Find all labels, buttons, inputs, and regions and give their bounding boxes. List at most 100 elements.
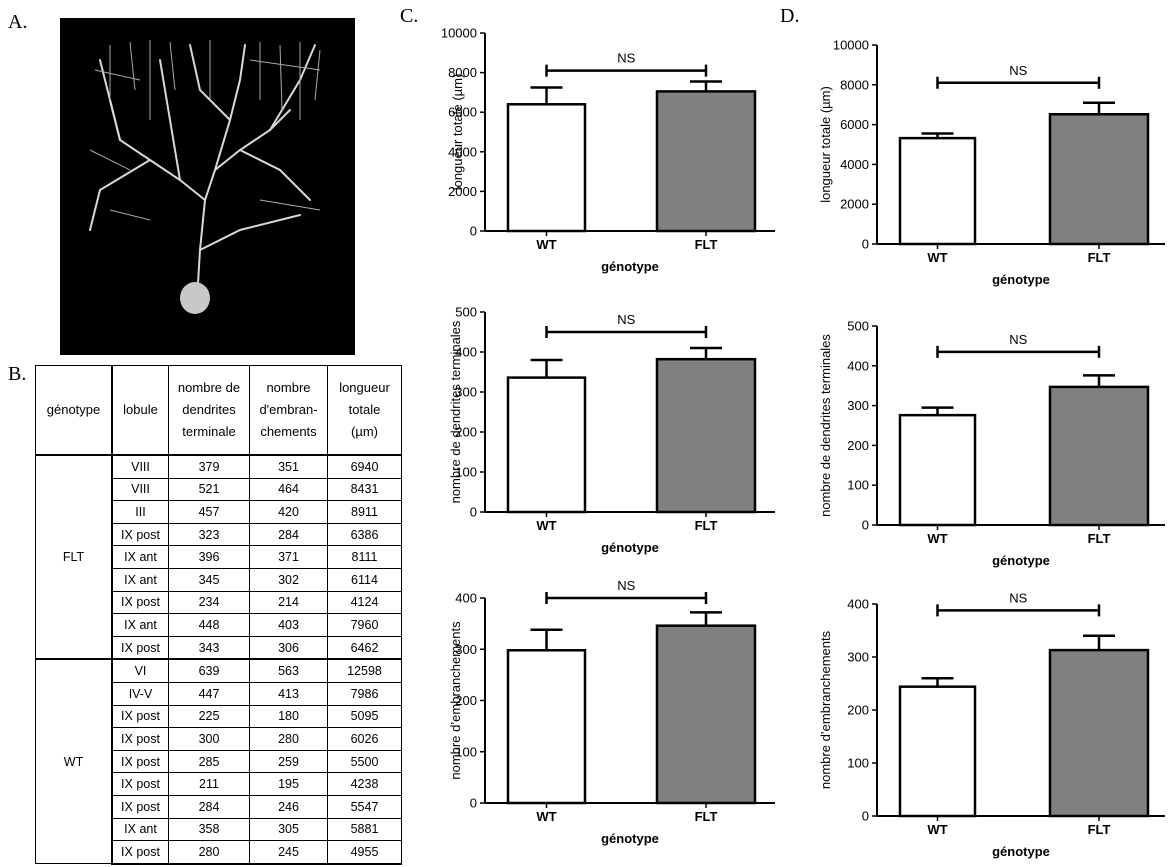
y-tick-label: 8000 xyxy=(840,77,869,92)
neuron-image xyxy=(60,18,355,355)
table-cell: IX post xyxy=(111,840,169,865)
table-cell: IX ant xyxy=(111,817,169,842)
panel-label: B. xyxy=(8,363,26,385)
y-tick-label: 200 xyxy=(455,693,477,708)
y-tick-label: 4000 xyxy=(840,157,869,172)
y-tick-label: 10000 xyxy=(441,26,477,41)
table-cell: 6940 xyxy=(327,453,402,479)
y-axis-label: nombre d’embranchements xyxy=(448,621,463,780)
y-tick-label: 8000 xyxy=(448,65,477,80)
bar-chart: 0 2000 4000 6000 8000 10000 longueur totale (µ… xyxy=(441,26,775,274)
table-cell: 214 xyxy=(249,590,328,615)
x-axis-label: génotype xyxy=(601,259,659,274)
significance-bracket xyxy=(545,64,708,77)
table-cell: 8911 xyxy=(327,500,402,524)
table-cell: 420 xyxy=(249,500,328,524)
x-tick-label: FLT xyxy=(1088,531,1111,546)
table-cell: 448 xyxy=(168,613,250,637)
table-cell: 6386 xyxy=(327,522,402,547)
table-cell: 195 xyxy=(249,772,328,796)
y-tick-label: 4000 xyxy=(448,144,477,159)
header-text: totale xyxy=(348,402,381,417)
y-tick-label: 500 xyxy=(455,305,477,320)
table-cell: 464 xyxy=(249,477,328,502)
bar xyxy=(1048,648,1150,818)
table-cell: IX post xyxy=(111,635,169,660)
x-tick-label: WT xyxy=(927,531,947,546)
table-cell: 4955 xyxy=(327,840,402,865)
y-tick-label: 0 xyxy=(470,505,477,520)
x-tick-label: WT xyxy=(536,237,556,252)
table-cell: III xyxy=(111,500,169,524)
x-tick-label: FLT xyxy=(1088,250,1111,265)
table-cell: 396 xyxy=(168,545,250,569)
annotation: NS xyxy=(1009,590,1027,605)
table-cell: 305 xyxy=(249,817,328,842)
significance-bracket xyxy=(936,345,1101,358)
annotation: NS xyxy=(1009,63,1027,78)
annotation: NS xyxy=(1009,332,1027,347)
table-cell: 5500 xyxy=(327,749,402,774)
bar xyxy=(506,376,587,514)
y-tick-label: 10000 xyxy=(833,38,869,53)
table-cell: 4124 xyxy=(327,590,402,615)
x-axis-label: génotype xyxy=(992,844,1050,859)
bar xyxy=(655,90,757,233)
genotype-cell: FLT xyxy=(35,453,113,660)
y-tick-label: 100 xyxy=(847,756,869,771)
x-axis-label: génotype xyxy=(992,553,1050,568)
y-tick-label: 400 xyxy=(847,358,869,373)
table-cell: IX ant xyxy=(111,567,169,592)
y-tick-label: 400 xyxy=(455,345,477,360)
table-cell: 379 xyxy=(168,453,250,479)
table-cell: 211 xyxy=(168,772,250,796)
table-cell: 302 xyxy=(249,567,328,592)
header-text: génotype xyxy=(46,402,101,417)
y-tick-label: 0 xyxy=(470,796,477,811)
x-axis-label: génotype xyxy=(601,831,659,846)
bar-chart: 0 100 200 300 400 nombre d’embranchements WT FL… xyxy=(448,578,775,846)
table-cell: 306 xyxy=(249,635,328,660)
table-cell: 323 xyxy=(168,522,250,547)
table-cell: 259 xyxy=(249,749,328,774)
table-cell: 413 xyxy=(249,681,328,706)
x-axis-label: génotype xyxy=(992,272,1050,287)
table-cell: 285 xyxy=(168,749,250,774)
header-cell: nombre de dendrites terminale xyxy=(168,365,250,456)
header-text: lobule xyxy=(123,402,158,417)
table-cell: 5095 xyxy=(327,704,402,729)
annotation: NS xyxy=(617,312,635,327)
table-cell: 371 xyxy=(249,545,328,569)
table-cell: 234 xyxy=(168,590,250,615)
x-tick-label: FLT xyxy=(695,237,718,252)
y-tick-label: 300 xyxy=(847,398,869,413)
x-axis-label: génotype xyxy=(601,540,659,555)
table-cell: 280 xyxy=(249,727,328,751)
y-tick-label: 300 xyxy=(847,650,869,665)
header-text: nombre xyxy=(266,380,311,395)
y-axis-label: longueur totale (µm) xyxy=(818,86,833,203)
table-cell: 5881 xyxy=(327,817,402,842)
x-tick-label: FLT xyxy=(1088,822,1111,837)
header-cell: longueur totale (µm) xyxy=(327,365,402,456)
y-tick-label: 6000 xyxy=(448,105,477,120)
y-tick-label: 400 xyxy=(455,591,477,606)
table-cell: VIII xyxy=(111,477,169,502)
table-cell: 6462 xyxy=(327,635,402,660)
y-axis-label: nombre de dendrites terminales xyxy=(448,320,463,503)
y-tick-label: 200 xyxy=(847,703,869,718)
header-text: terminale xyxy=(182,424,236,439)
table-cell: IX post xyxy=(111,522,169,547)
significance-bracket xyxy=(936,76,1101,89)
y-tick-label: 0 xyxy=(862,518,869,533)
significance-bracket xyxy=(545,592,708,604)
table-cell: IX post xyxy=(111,704,169,729)
bar xyxy=(1048,385,1150,527)
table-cell: IX post xyxy=(111,794,169,819)
y-tick-label: 100 xyxy=(455,465,477,480)
table-cell: 280 xyxy=(168,840,250,865)
table-cell: IX post xyxy=(111,590,169,615)
table-cell: IX post xyxy=(111,749,169,774)
panel-label: D. xyxy=(780,5,799,27)
bar xyxy=(1048,113,1150,246)
